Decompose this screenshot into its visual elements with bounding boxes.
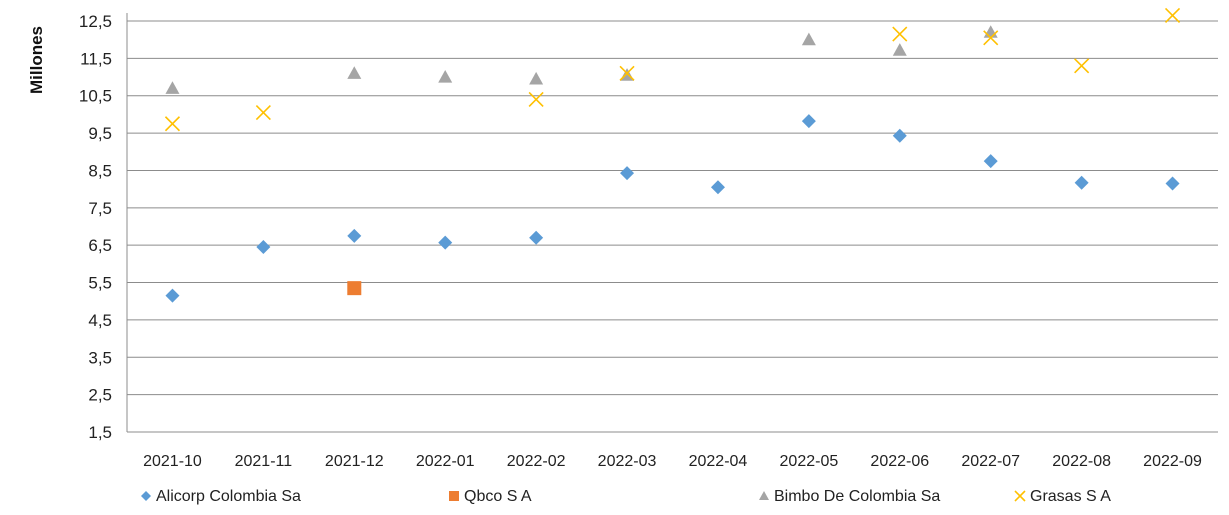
x-tick-label: 2021-12 xyxy=(325,453,384,470)
point-grasas-s-a xyxy=(892,26,908,42)
point-bimbo-de-colombia-sa xyxy=(801,32,816,46)
point-grasas-s-a xyxy=(164,116,181,132)
legend-marker-alicorp-colombia-sa xyxy=(141,491,151,501)
y-tick-label: 4,5 xyxy=(88,311,112,330)
x-tick-label: 2022-05 xyxy=(780,453,839,470)
point-grasas-s-a xyxy=(528,91,544,108)
legend-label-bimbo-de-colombia-sa: Bimbo De Colombia Sa xyxy=(774,488,940,505)
x-tick-label: 2021-10 xyxy=(143,453,202,470)
point-grasas-s-a xyxy=(1074,58,1090,74)
legend-label-grasas-s-a: Grasas S A xyxy=(1030,488,1111,505)
legend-marker-qbco-s-a xyxy=(449,491,459,501)
y-tick-label: 8,5 xyxy=(88,161,112,180)
y-axis-label: Millones xyxy=(27,26,46,94)
y-tick-label: 3,5 xyxy=(88,348,112,367)
x-tick-label: 2022-09 xyxy=(1143,453,1202,470)
legend-label-alicorp-colombia-sa: Alicorp Colombia Sa xyxy=(156,488,301,505)
y-axis-ticks: 12,5 11,5 10,5 9,5 8,5 7,5 6,5 5,5 4,5 3,5 2,5 1,5 xyxy=(79,12,112,442)
y-tick-label: 11,5 xyxy=(80,49,112,68)
point-alicorp-colombia-sa xyxy=(347,228,362,243)
point-alicorp-colombia-sa xyxy=(165,288,180,303)
y-tick-label: 10,5 xyxy=(79,87,112,106)
gridlines xyxy=(126,13,1218,433)
x-tick-label: 2022-02 xyxy=(507,453,566,470)
legend-marker-bimbo-de-colombia-sa xyxy=(759,491,769,500)
y-tick-label: 6,5 xyxy=(88,236,112,255)
point-grasas-s-a xyxy=(619,65,635,81)
point-alicorp-colombia-sa xyxy=(620,166,635,181)
x-tick-label: 2021-11 xyxy=(235,453,293,470)
point-alicorp-colombia-sa xyxy=(256,240,271,255)
y-tick-label: 1,5 xyxy=(88,423,112,442)
x-tick-label: 2022-01 xyxy=(416,453,475,470)
point-qbco-s-a xyxy=(347,281,362,296)
point-alicorp-colombia-sa xyxy=(801,114,816,129)
point-grasas-s-a xyxy=(1164,7,1181,23)
point-alicorp-colombia-sa xyxy=(1074,175,1089,190)
x-tick-label: 2022-04 xyxy=(689,453,748,470)
point-bimbo-de-colombia-sa xyxy=(892,43,907,56)
point-bimbo-de-colombia-sa xyxy=(347,66,362,79)
data-marks xyxy=(164,7,1181,303)
x-tick-label: 2022-07 xyxy=(961,453,1020,470)
x-tick-label: 2022-03 xyxy=(598,453,657,470)
point-alicorp-colombia-sa xyxy=(529,230,544,245)
point-bimbo-de-colombia-sa xyxy=(438,70,453,83)
x-tick-label: 2022-08 xyxy=(1052,453,1111,470)
point-alicorp-colombia-sa xyxy=(438,235,453,250)
y-tick-label: 5,5 xyxy=(88,274,112,293)
point-alicorp-colombia-sa xyxy=(1165,176,1180,191)
point-grasas-s-a xyxy=(255,104,271,121)
y-tick-label: 9,5 xyxy=(88,124,112,143)
point-bimbo-de-colombia-sa xyxy=(165,81,180,94)
legend: Alicorp Colombia Sa Qbco S A Bimbo De Colo… xyxy=(141,488,1111,505)
point-bimbo-de-colombia-sa xyxy=(529,71,544,85)
legend-label-qbco-s-a: Qbco S A xyxy=(464,488,532,505)
point-grasas-s-a xyxy=(983,30,999,46)
x-axis-ticks: 2021-10 2021-11 2021-12 2022-01 2022-02 2022-… xyxy=(143,453,1202,470)
y-tick-label: 7,5 xyxy=(88,199,112,218)
point-alicorp-colombia-sa xyxy=(892,128,907,143)
y-tick-label: 2,5 xyxy=(88,386,112,405)
point-alicorp-colombia-sa xyxy=(983,154,998,169)
y-tick-label: 12,5 xyxy=(79,12,112,31)
point-bimbo-de-colombia-sa xyxy=(983,25,998,38)
x-tick-label: 2022-06 xyxy=(870,453,929,470)
point-alicorp-colombia-sa xyxy=(710,180,725,195)
legend-marker-grasas-s-a xyxy=(1014,490,1026,502)
